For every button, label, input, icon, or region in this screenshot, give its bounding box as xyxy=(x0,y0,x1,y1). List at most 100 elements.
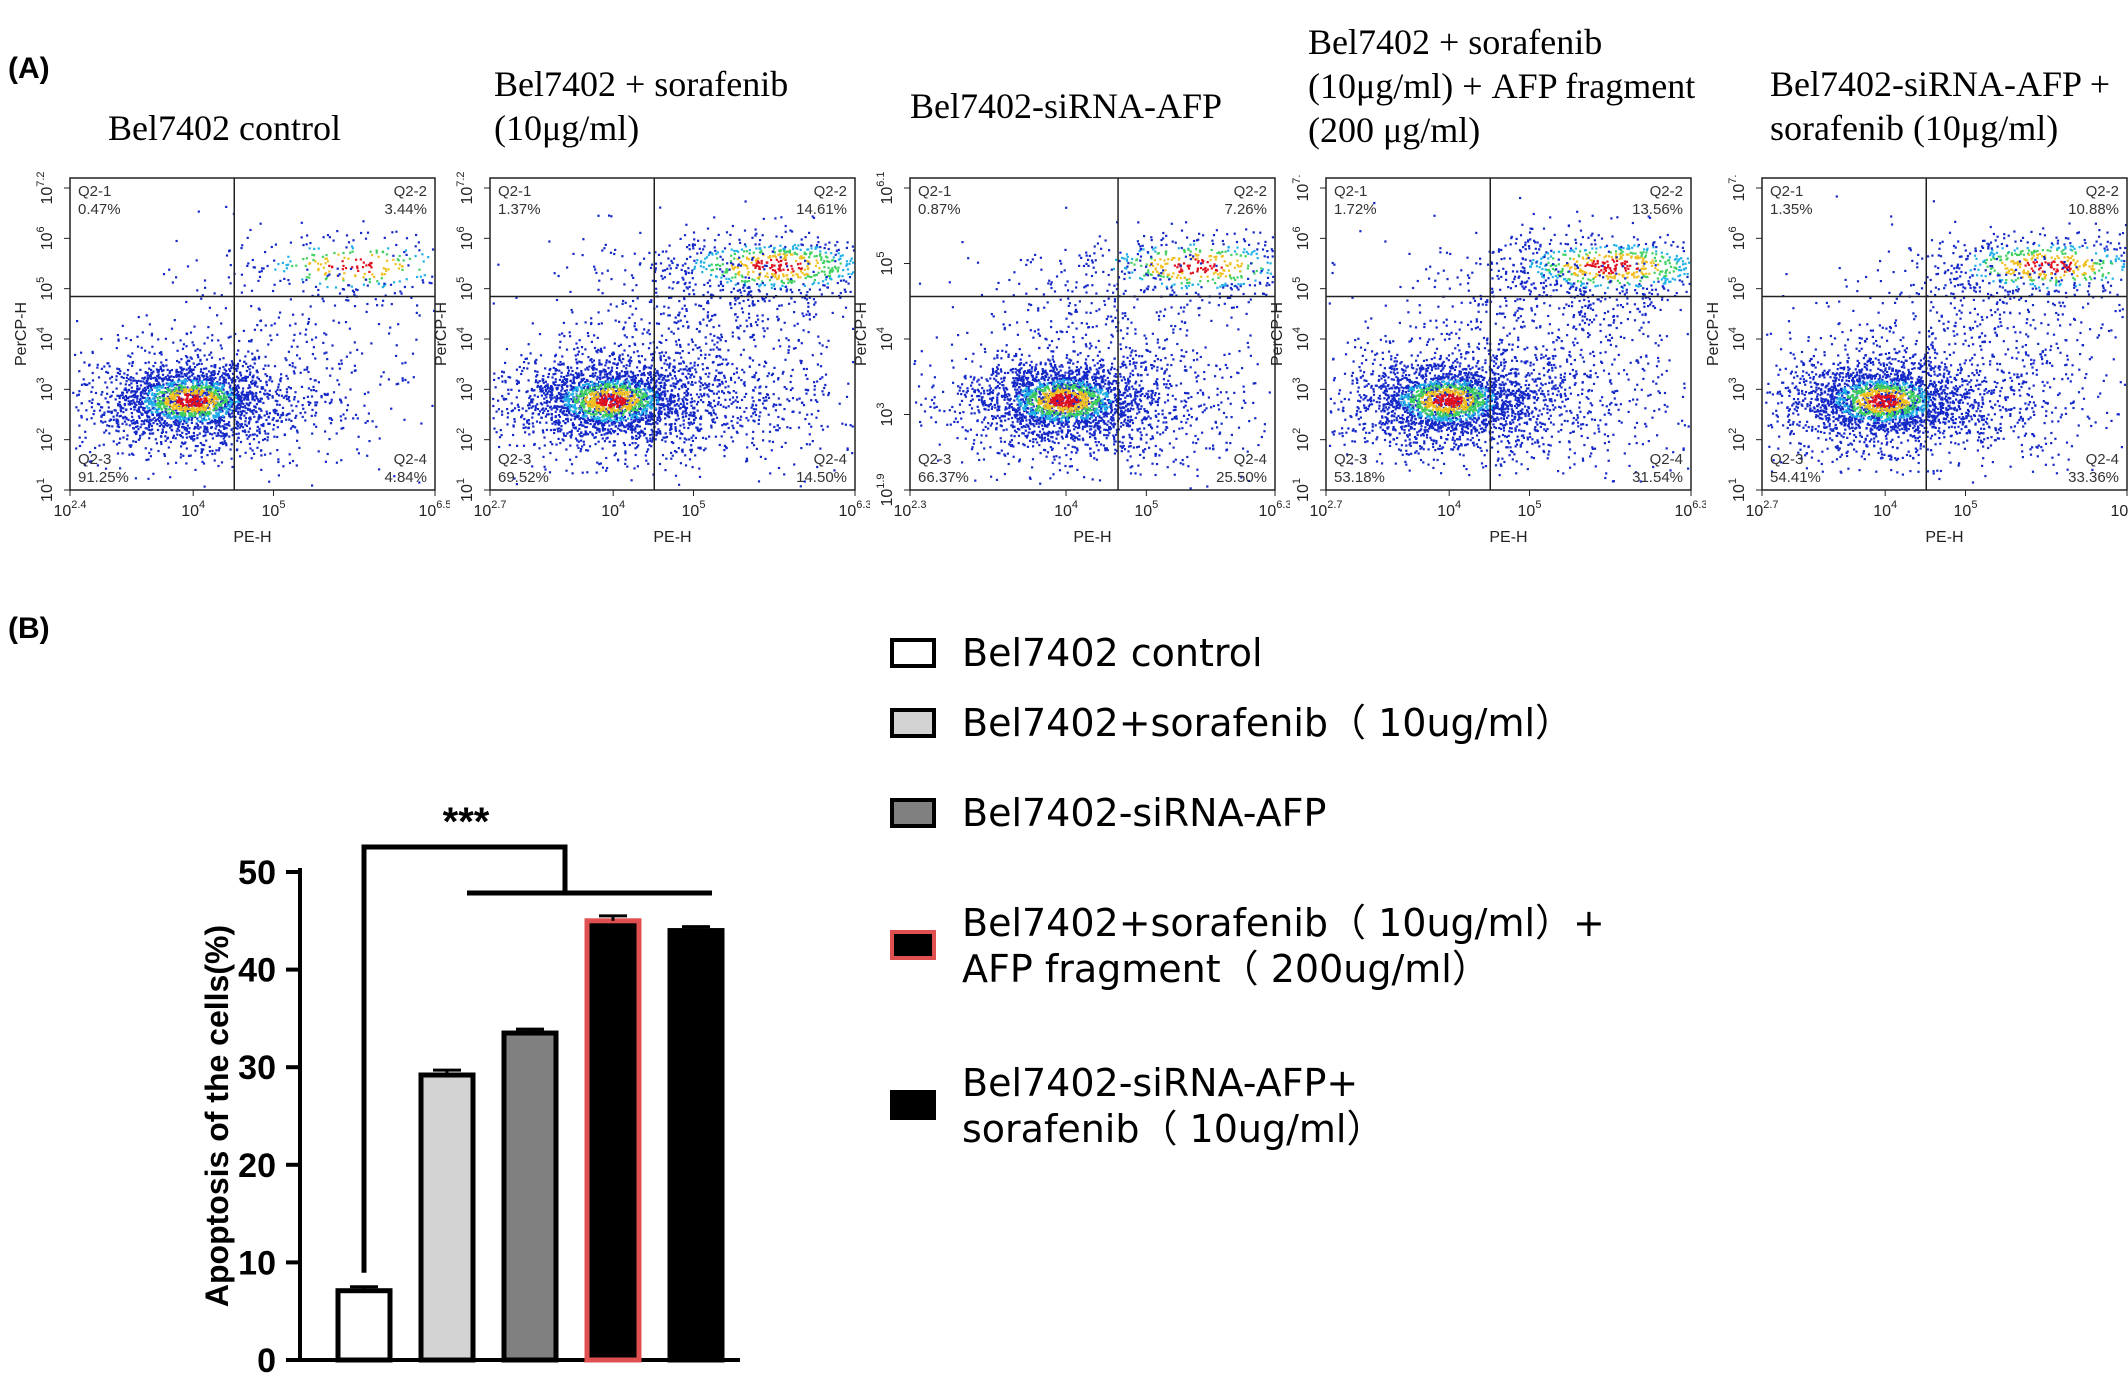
event-dot xyxy=(247,435,250,438)
event-dot xyxy=(497,408,500,411)
event-dot xyxy=(156,396,159,399)
event-dot xyxy=(288,461,292,465)
event-dot xyxy=(187,389,190,392)
event-dot xyxy=(415,311,418,314)
event-dot xyxy=(565,392,568,395)
event-dot xyxy=(153,395,156,398)
event-dot xyxy=(414,255,417,258)
event-dot xyxy=(200,384,203,388)
event-dot xyxy=(134,395,137,398)
event-dot xyxy=(208,394,211,398)
event-dot xyxy=(248,340,251,343)
event-dot xyxy=(238,423,241,426)
event-dot xyxy=(532,389,535,392)
event-dot xyxy=(121,394,124,397)
event-dot xyxy=(422,281,425,284)
event-dot xyxy=(72,391,75,394)
event-dot xyxy=(520,415,523,418)
event-dot xyxy=(285,374,288,377)
event-dot xyxy=(232,387,235,390)
event-dot xyxy=(647,329,650,332)
event-dot xyxy=(634,399,637,402)
event-dot xyxy=(108,419,111,422)
event-dot xyxy=(554,355,557,358)
event-dot xyxy=(624,452,627,455)
event-dot xyxy=(238,380,241,383)
event-dot xyxy=(630,479,633,482)
event-dot xyxy=(678,397,681,400)
event-dot xyxy=(238,407,241,410)
event-dot xyxy=(138,402,141,405)
event-dot xyxy=(164,386,167,390)
event-dot xyxy=(259,379,262,382)
event-dot xyxy=(541,429,544,432)
event-dot xyxy=(585,426,588,429)
event-dot xyxy=(199,388,202,391)
event-dot xyxy=(146,379,149,382)
event-dot xyxy=(244,394,247,397)
event-dot xyxy=(338,367,341,370)
event-dot xyxy=(516,444,519,447)
event-dot xyxy=(628,385,632,388)
event-dot xyxy=(108,365,111,368)
event-dot xyxy=(539,421,542,424)
event-dot xyxy=(549,429,553,432)
event-dot xyxy=(721,380,724,383)
event-dot xyxy=(167,446,170,449)
event-dot xyxy=(428,281,431,284)
event-dot xyxy=(230,397,233,400)
event-dot xyxy=(144,400,147,404)
event-dot xyxy=(177,378,180,381)
event-dot xyxy=(586,449,590,452)
event-dot xyxy=(647,397,650,400)
event-dot xyxy=(395,243,398,247)
event-dot xyxy=(636,432,640,435)
event-dot xyxy=(295,429,299,432)
event-dot xyxy=(244,406,247,410)
event-dot xyxy=(101,391,104,394)
event-dot xyxy=(669,384,672,387)
event-dot xyxy=(640,418,643,421)
event-dot xyxy=(277,316,280,319)
event-dot xyxy=(328,270,331,273)
event-dot xyxy=(649,437,652,440)
event-dot xyxy=(566,378,569,381)
event-dot xyxy=(195,392,198,395)
event-dot xyxy=(257,357,260,360)
event-dot xyxy=(252,376,255,379)
event-dot xyxy=(521,369,524,372)
event-dot xyxy=(204,426,207,429)
event-dot xyxy=(659,355,662,358)
event-dot xyxy=(649,439,652,443)
event-dot xyxy=(176,405,179,408)
event-dot xyxy=(151,397,155,400)
event-dot xyxy=(580,378,583,381)
event-dot xyxy=(548,406,552,409)
event-dot xyxy=(583,385,586,388)
event-dot xyxy=(628,358,631,361)
event-dot xyxy=(383,284,386,287)
event-dot xyxy=(132,427,135,430)
event-dot xyxy=(635,411,638,414)
event-dot xyxy=(205,439,208,442)
event-dot xyxy=(586,422,589,425)
event-dot xyxy=(584,433,587,436)
event-dot xyxy=(102,443,105,446)
event-dot xyxy=(607,367,610,370)
event-dot xyxy=(665,413,668,416)
event-dot xyxy=(149,402,153,405)
event-dot xyxy=(418,481,421,484)
event-dot xyxy=(307,370,310,374)
event-dot xyxy=(221,425,224,428)
event-dot xyxy=(580,448,583,451)
event-dot xyxy=(237,384,240,387)
event-dot xyxy=(342,413,345,416)
event-dot xyxy=(241,393,244,396)
event-dot xyxy=(83,382,86,386)
x-tick-label: 105 xyxy=(262,499,286,520)
event-dot xyxy=(294,426,297,429)
event-dot xyxy=(225,442,228,445)
event-dot xyxy=(595,419,598,422)
event-dot xyxy=(599,401,602,405)
event-dot xyxy=(335,461,338,464)
